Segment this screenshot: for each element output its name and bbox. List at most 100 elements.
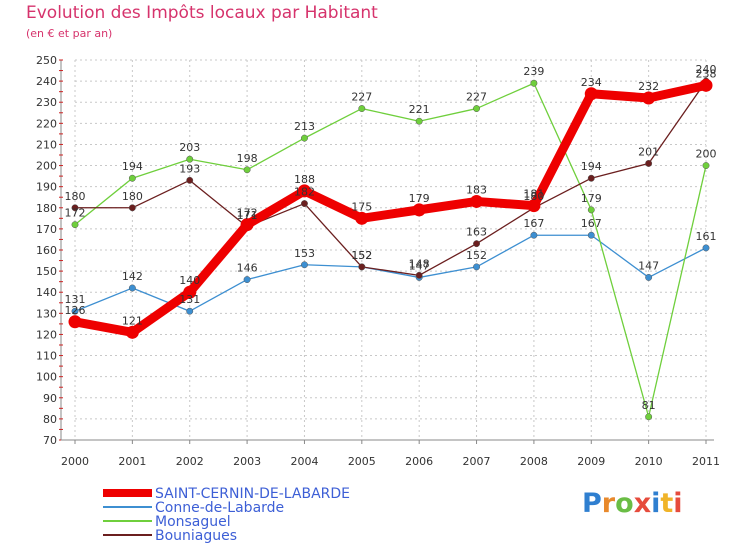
chart-subtitle: (en € et par an) [26, 27, 113, 40]
data-label: 142 [122, 270, 143, 283]
data-label: 81 [642, 399, 656, 412]
data-point [473, 105, 480, 113]
logo-letter: t [660, 488, 674, 519]
chart-title: Evolution des Impôts locaux par Habitant [26, 3, 378, 23]
data-label: 131 [65, 293, 86, 306]
data-label: 239 [523, 65, 544, 78]
data-point [243, 166, 251, 174]
data-label: 152 [351, 249, 372, 262]
data-label: 227 [466, 91, 487, 104]
data-point [186, 307, 194, 315]
data-label: 194 [581, 160, 602, 173]
data-point [587, 206, 595, 214]
data-point [358, 263, 366, 271]
logo-letter: x [633, 488, 652, 519]
series-line [70, 80, 711, 337]
data-point [412, 203, 426, 217]
logo-letter: r [601, 488, 616, 519]
y-tick-label: 200 [36, 160, 57, 173]
data-point [473, 263, 480, 271]
y-tick-label: 230 [36, 96, 57, 109]
data-point [301, 261, 308, 269]
y-tick-label: 100 [36, 371, 57, 384]
data-label: 180 [122, 190, 143, 203]
data-point [186, 155, 194, 163]
x-tick-label: 2007 [463, 455, 491, 468]
x-tick-label: 2009 [577, 455, 605, 468]
data-label: 163 [466, 226, 487, 239]
logo-letter: o [615, 488, 634, 519]
data-label: 126 [65, 304, 86, 317]
data-label: 203 [179, 141, 200, 154]
legend-label: Bouniagues [155, 528, 237, 544]
data-point [68, 315, 82, 329]
data-point [470, 194, 484, 208]
data-label: 180 [65, 190, 86, 203]
data-point [297, 184, 311, 198]
data-label: 221 [409, 103, 430, 116]
data-label: 146 [237, 262, 258, 275]
data-point [301, 134, 308, 142]
data-label: 147 [409, 259, 430, 272]
data-label: 213 [294, 120, 315, 133]
data-label: 147 [638, 259, 659, 272]
data-point [243, 276, 251, 284]
x-tick-label: 2000 [61, 455, 89, 468]
y-tick-label: 220 [36, 117, 57, 130]
logo-letter: i [651, 488, 661, 519]
y-tick-label: 190 [36, 181, 57, 194]
data-point [530, 79, 538, 87]
data-point [587, 174, 595, 182]
proxiti-logo: Proxiti [582, 488, 683, 519]
data-label: 167 [523, 217, 544, 230]
data-label: 188 [294, 173, 315, 186]
data-label: 234 [581, 76, 602, 89]
data-label: 140 [179, 274, 200, 287]
y-tick-label: 170 [36, 223, 57, 236]
series-line [74, 82, 707, 418]
y-tick-label: 140 [36, 286, 57, 299]
data-label: 194 [122, 160, 143, 173]
data-label: 193 [179, 162, 200, 175]
data-point [415, 117, 423, 125]
legend-label: Monsaguel [155, 514, 231, 530]
y-tick-label: 80 [43, 413, 57, 426]
data-label: 175 [351, 200, 372, 213]
data-label: 198 [237, 152, 258, 165]
data-point [530, 231, 538, 239]
x-tick-label: 2002 [176, 455, 204, 468]
y-tick-label: 250 [36, 54, 57, 67]
data-label: 240 [696, 63, 717, 76]
data-point [702, 162, 710, 170]
y-tick-label: 150 [36, 265, 57, 278]
data-label: 238 [696, 67, 717, 80]
data-point [415, 271, 423, 279]
data-label: 161 [696, 230, 717, 243]
data-label: 180 [523, 190, 544, 203]
y-tick-label: 180 [36, 202, 57, 215]
data-point [584, 87, 598, 101]
data-point [645, 413, 653, 421]
y-tick-label: 130 [36, 307, 57, 320]
y-tick-label: 210 [36, 138, 57, 151]
series-line [74, 80, 707, 276]
data-point [702, 244, 710, 252]
y-tick-label: 70 [43, 434, 57, 447]
data-label: 148 [409, 257, 430, 270]
data-point [128, 174, 136, 182]
data-point [358, 105, 366, 113]
data-point [183, 285, 197, 299]
data-label: 183 [466, 183, 487, 196]
y-tick-label: 110 [36, 350, 57, 363]
data-point [587, 231, 595, 239]
x-tick-label: 2004 [290, 455, 318, 468]
data-label: 171 [237, 209, 258, 222]
data-point [240, 218, 254, 232]
data-point [128, 204, 136, 212]
data-point [125, 325, 139, 339]
x-tick-label: 2011 [692, 455, 720, 468]
y-tick-label: 120 [36, 328, 57, 341]
data-point [71, 204, 79, 212]
data-label: 179 [409, 192, 430, 205]
